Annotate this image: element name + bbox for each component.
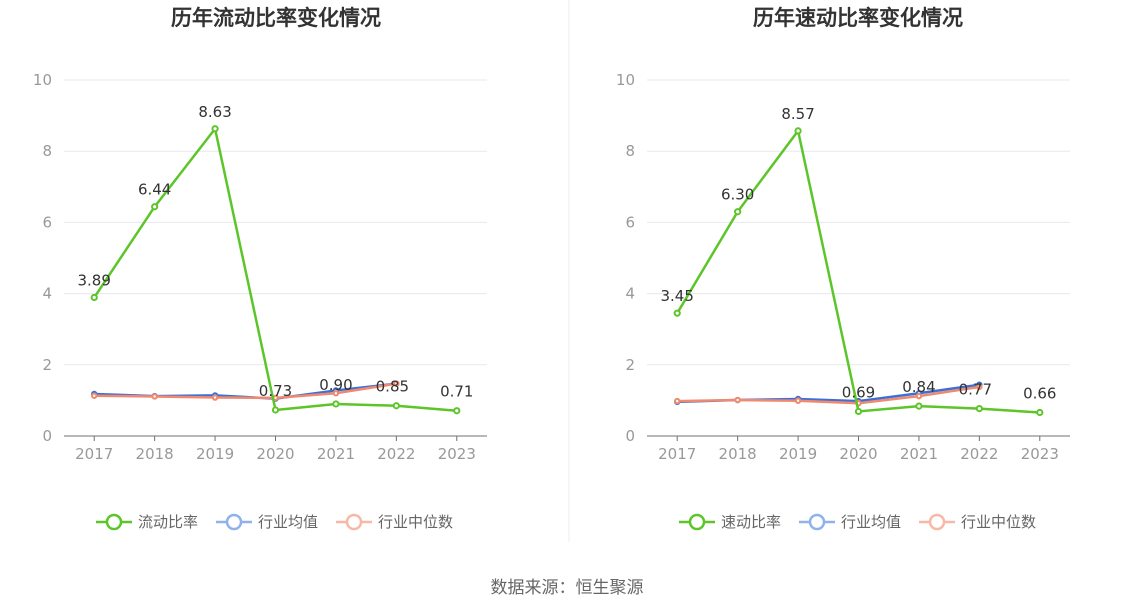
y-tick-label: 10 <box>616 71 635 89</box>
legend-item-avg: 行业均值 <box>216 513 318 531</box>
data-point-main <box>854 407 863 416</box>
y-tick-label: 6 <box>42 213 52 231</box>
data-label: 0.73 <box>259 382 292 400</box>
data-source-label: 数据来源：恒生聚源 <box>491 578 644 598</box>
data-label: 0.69 <box>842 383 875 401</box>
y-tick-label: 6 <box>625 213 635 231</box>
legend-label: 行业中位数 <box>961 513 1036 531</box>
x-tick-label: 2020 <box>256 445 294 463</box>
y-tick-label: 2 <box>625 356 635 374</box>
data-label: 0.85 <box>376 378 409 396</box>
data-point-main <box>332 400 340 408</box>
x-tick-label: 2017 <box>75 445 113 463</box>
legend-item-avg: 行业均值 <box>799 513 901 531</box>
data-point-median <box>91 392 98 399</box>
legend-label: 行业均值 <box>841 513 901 531</box>
data-point-main <box>673 309 681 317</box>
data-point-main <box>453 407 461 415</box>
data-point-main <box>151 203 159 211</box>
series-line-main <box>93 127 457 412</box>
data-point-main <box>794 127 802 135</box>
data-point-main <box>975 404 983 413</box>
chart-panel-2: 历年速动比率变化情况 0 2 4 6 8 10 2017 2018 2019 2020 2021 202… <box>616 6 1070 531</box>
data-label: 0.66 <box>1023 385 1056 403</box>
data-point-median <box>915 392 923 400</box>
x-tick-label: 2020 <box>839 445 877 463</box>
legend-item-median: 行业中位数 <box>336 513 453 531</box>
x-tick-label: 2022 <box>960 445 998 463</box>
chart-title: 历年流动比率变化情况 <box>171 6 381 30</box>
legend-marker <box>688 513 706 531</box>
y-tick-label: 0 <box>42 427 52 445</box>
legend-marker <box>105 513 123 531</box>
chart-panel-1: 历年流动比率变化情况 0 2 4 6 8 10 2017 2018 2019 2020 2021 202… <box>33 6 487 531</box>
data-label: 3.45 <box>661 287 694 305</box>
data-point-median <box>976 383 983 391</box>
chart-title: 历年速动比率变化情况 <box>753 6 963 30</box>
y-tick-label: 4 <box>42 285 52 303</box>
data-label: 0.77 <box>959 381 992 399</box>
data-label: 0.71 <box>440 383 473 401</box>
data-label: 6.44 <box>138 181 171 199</box>
data-point-main <box>734 208 742 216</box>
x-tick-label: 2021 <box>900 445 938 463</box>
x-tick-label: 2018 <box>719 445 757 463</box>
legend-item-median: 行业中位数 <box>919 513 1036 531</box>
x-tick-label: 2023 <box>1021 445 1059 463</box>
x-tick-label: 2019 <box>779 445 817 463</box>
legend-marker <box>345 513 363 531</box>
data-point-main <box>392 402 400 410</box>
data-point-median <box>794 397 802 404</box>
x-tick-label: 2021 <box>317 445 355 463</box>
x-tick-label: 2018 <box>136 445 174 463</box>
data-point-median <box>211 394 219 401</box>
legend-label: 行业均值 <box>258 513 318 531</box>
x-tick-label: 2019 <box>196 445 234 463</box>
data-point-median <box>151 393 158 400</box>
series-line-median <box>677 385 980 405</box>
legend-item-main: 速动比率 <box>679 513 781 531</box>
y-tick-label: 2 <box>42 356 52 374</box>
x-tick-label: 2022 <box>377 445 415 463</box>
y-tick-label: 8 <box>625 142 635 160</box>
y-tick-label: 0 <box>625 427 635 445</box>
data-point-median <box>734 396 741 404</box>
legend-marker <box>928 513 946 531</box>
data-point-median <box>332 390 340 397</box>
x-tick-label: 2017 <box>658 445 696 463</box>
data-point-median <box>674 397 681 405</box>
data-label: 8.63 <box>198 103 231 121</box>
data-point-main <box>1036 408 1044 417</box>
legend-marker <box>808 513 826 531</box>
y-tick-label: 10 <box>33 71 52 89</box>
legend-label: 流动比率 <box>138 513 198 531</box>
data-label: 6.30 <box>721 186 754 204</box>
data-label: 0.84 <box>902 378 935 396</box>
data-point-main <box>271 406 280 414</box>
data-point-main <box>90 293 98 302</box>
x-tick-label: 2023 <box>438 445 476 463</box>
legend-marker <box>225 513 243 531</box>
data-label: 8.57 <box>781 105 814 123</box>
series-line-median <box>94 382 397 400</box>
data-label: 0.90 <box>319 376 352 394</box>
series-line-main <box>676 129 1040 414</box>
data-point-main <box>915 402 923 410</box>
legend-label: 速动比率 <box>721 513 781 531</box>
data-label: 3.89 <box>78 272 111 290</box>
legend-label: 行业中位数 <box>378 513 453 531</box>
data-point-median <box>393 380 400 387</box>
legend-item-main: 流动比率 <box>96 513 198 531</box>
y-tick-label: 4 <box>625 285 635 303</box>
y-tick-label: 8 <box>42 142 52 160</box>
data-point-main <box>211 125 219 133</box>
